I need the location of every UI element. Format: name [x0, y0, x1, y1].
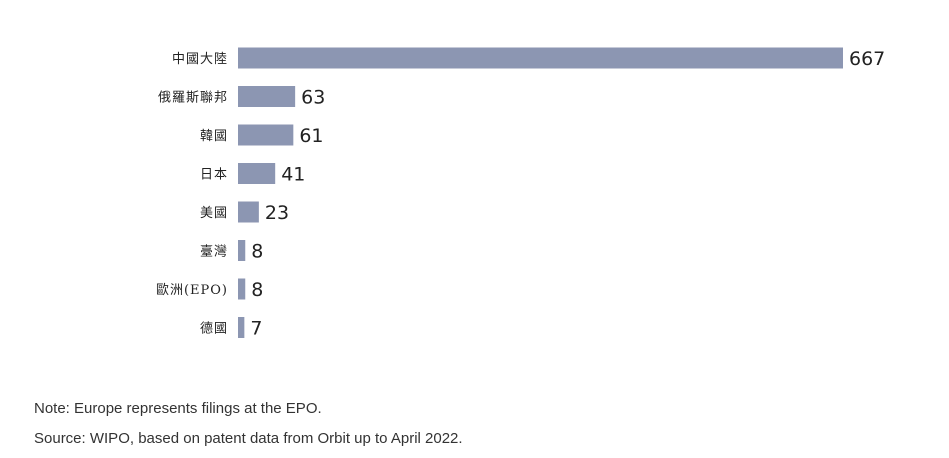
category-label: 德國	[200, 322, 228, 337]
bar	[238, 317, 244, 338]
value-label: 41	[281, 164, 305, 186]
value-label: 667	[849, 48, 885, 70]
bar	[238, 48, 843, 69]
bar-chart: 中國大陸 667 俄羅斯聯邦 63 韓國 61 日本 41 美國 23 臺灣 8 歐洲(EPO) 8 德國 7	[0, 0, 949, 380]
footnote: Note: Europe represents filings at the E…	[34, 400, 322, 417]
bar	[238, 202, 259, 223]
source-note: Source: WIPO, based on patent data from …	[34, 430, 463, 447]
value-label: 8	[251, 241, 263, 263]
value-label: 8	[251, 279, 263, 301]
value-label: 7	[250, 318, 262, 340]
value-label: 61	[299, 125, 323, 147]
category-label: 韓國	[200, 129, 228, 144]
bar	[238, 240, 245, 261]
value-label: 23	[265, 202, 289, 224]
category-label: 臺灣	[200, 245, 228, 260]
bar	[238, 163, 275, 184]
bar	[238, 86, 295, 107]
category-label: 日本	[200, 168, 228, 183]
bar	[238, 125, 293, 146]
category-label: 中國大陸	[172, 51, 228, 67]
category-label: 美國	[200, 206, 228, 221]
category-label: 俄羅斯聯邦	[158, 91, 228, 106]
value-label: 63	[301, 87, 325, 109]
category-label: 歐洲(EPO)	[156, 283, 228, 298]
bar	[238, 279, 245, 300]
